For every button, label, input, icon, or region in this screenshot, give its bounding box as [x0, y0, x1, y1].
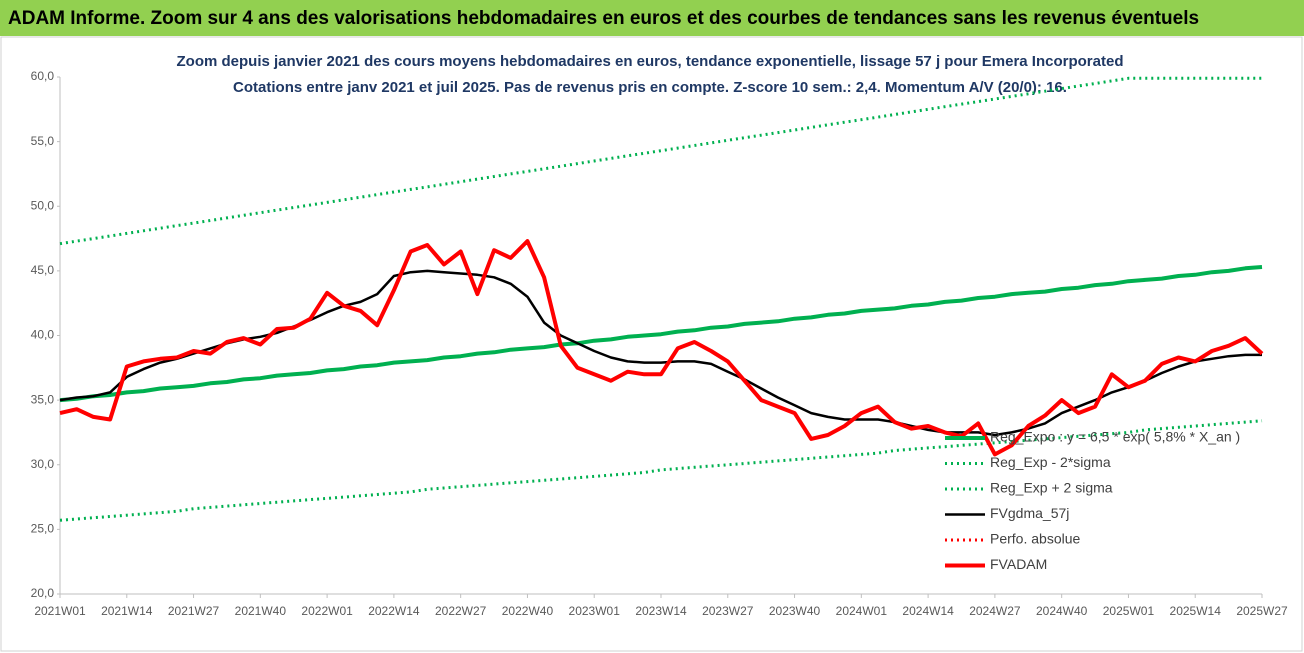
x-tick-label: 2024W40 [1036, 604, 1088, 618]
x-tick-label: 2022W01 [301, 604, 353, 618]
banner-bg [0, 0, 1304, 36]
x-tick-label: 2024W01 [836, 604, 888, 618]
y-tick-label: 45,0 [31, 263, 55, 277]
x-tick-label: 2021W40 [235, 604, 287, 618]
y-tick-label: 35,0 [31, 392, 55, 406]
x-tick-label: 2023W14 [635, 604, 687, 618]
series-line [59, 269, 1262, 437]
x-tick-label: 2023W01 [569, 604, 621, 618]
y-tick-label: 50,0 [31, 198, 55, 212]
banner: ADAM Informe. Zoom sur 4 ans des valoris… [8, 8, 1199, 29]
x-tick-label: 2022W27 [435, 604, 487, 618]
legend-label: Reg_Exp - 2*sigma [990, 454, 1111, 470]
x-tick-label: 2023W27 [702, 604, 754, 618]
y-tick-label: 60,0 [31, 69, 55, 83]
series-line [59, 265, 1263, 403]
frame [0, 36, 1303, 652]
x-tick-label: 2021W27 [168, 604, 220, 618]
chart-title: Zoom depuis janvier 2021 des cours moyen… [177, 53, 1124, 70]
series-line [59, 76, 1262, 246]
x-tick-label: 2022W40 [502, 604, 554, 618]
y-tick-label: 40,0 [31, 328, 55, 342]
legend: Reg_Expo : y = 6,5 * exp( 5,8% * X_an ) R… [945, 429, 1240, 572]
x-tick-label: 2025W01 [1103, 604, 1155, 618]
legend-label: FVADAM [990, 556, 1047, 572]
chart-subtitle: Cotations entre janv 2021 et juil 2025. … [233, 79, 1067, 96]
x-tick-label: 2021W01 [34, 604, 86, 618]
legend-label: Reg_Exp + 2 sigma [990, 480, 1113, 496]
y-tick-label: 30,0 [31, 457, 55, 471]
x-tick-label: 2025W14 [1170, 604, 1222, 618]
x-tick-label: 2021W14 [101, 604, 153, 618]
y-tick-label: 55,0 [31, 134, 55, 148]
y-tick-label: 25,0 [31, 522, 55, 536]
legend-label: Reg_Expo : y = 6,5 * exp( 5,8% * X_an ) [990, 429, 1240, 445]
x-tick-label: 2024W14 [902, 604, 954, 618]
x-tick-label: 2024W27 [969, 604, 1021, 618]
x-tick-label: 2023W40 [769, 604, 821, 618]
x-tick-label: 2022W14 [368, 604, 420, 618]
series-line [59, 239, 1264, 457]
legend-label: FVgdma_57j [990, 505, 1069, 521]
x-tick-label: 2025W27 [1236, 604, 1288, 618]
y-tick-label: 20,0 [31, 586, 55, 600]
legend-label: Perfo. absolue [990, 531, 1080, 547]
